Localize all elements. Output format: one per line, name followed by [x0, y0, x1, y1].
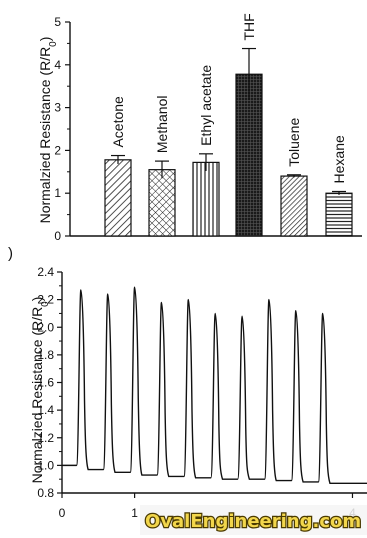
y-tick-label: 0 — [54, 229, 61, 243]
watermark-text: OvalEngineering.com — [145, 511, 361, 532]
bar-chart-panel: Normalzied Resistance (R/R0) 0 1 2 3 4 5 Acet… — [37, 13, 362, 243]
bars — [104, 73, 353, 237]
x-tick-label: 0 — [59, 506, 66, 520]
category-label: Methanol — [154, 96, 170, 154]
y-tick-label: 1.8 — [37, 348, 54, 362]
y-tick-label: 0.8 — [37, 486, 54, 500]
y-tick-label: 1 — [54, 186, 61, 200]
bar-chart-y-ticks: 0 1 2 3 4 5 — [54, 15, 70, 243]
y-tick-label: 2.0 — [37, 320, 54, 334]
bar-acetone — [104, 159, 132, 237]
y-tick-label: 1.2 — [37, 431, 54, 445]
bar-toluene — [280, 175, 308, 237]
category-label: Hexane — [331, 135, 347, 183]
category-label: Ethyl acetate — [198, 65, 214, 146]
y-tick-label: 2.4 — [37, 265, 54, 279]
y-tick-label: 2 — [54, 143, 61, 157]
y-tick-label: 1.4 — [37, 403, 54, 417]
y-axis-label: Normalzied Resistance (R/R0) — [29, 297, 51, 484]
category-label: Acetone — [110, 96, 126, 148]
y-tick-label: 4 — [54, 58, 61, 72]
resistance-series-line — [62, 286, 367, 485]
y-tick-label: 1.6 — [37, 376, 54, 390]
line-chart-y-ticks: 0.8 1.0 1.2 1.4 1.6 1.8 2.0 2.2 2.4 — [37, 265, 62, 500]
category-labels: Acetone Methanol Ethyl acetate THF Toluene He… — [110, 13, 347, 183]
panel-b-label: ) — [8, 245, 13, 262]
y-tick-label: 2.2 — [37, 293, 54, 307]
x-tick-label: 1 — [131, 506, 138, 520]
category-label: THF — [241, 13, 257, 40]
bar-ethyl-acetate — [192, 161, 220, 237]
y-tick-label: 5 — [54, 15, 61, 29]
error-bars — [111, 47, 346, 195]
watermark: OvalEngineering.com — [140, 505, 367, 535]
category-label: Toluene — [286, 118, 302, 167]
bar-methanol — [148, 169, 176, 237]
bar-hexane — [325, 192, 353, 237]
line-chart-panel: Normalzied Resistance (R/R0) 0.8 1.0 1.2 1.… — [29, 265, 367, 520]
y-axis-label: Normalzied Resistance (R/R0) — [37, 37, 59, 224]
y-tick-label: 1.0 — [37, 458, 54, 472]
bar-thf — [235, 73, 263, 237]
y-tick-label: 3 — [54, 101, 61, 115]
